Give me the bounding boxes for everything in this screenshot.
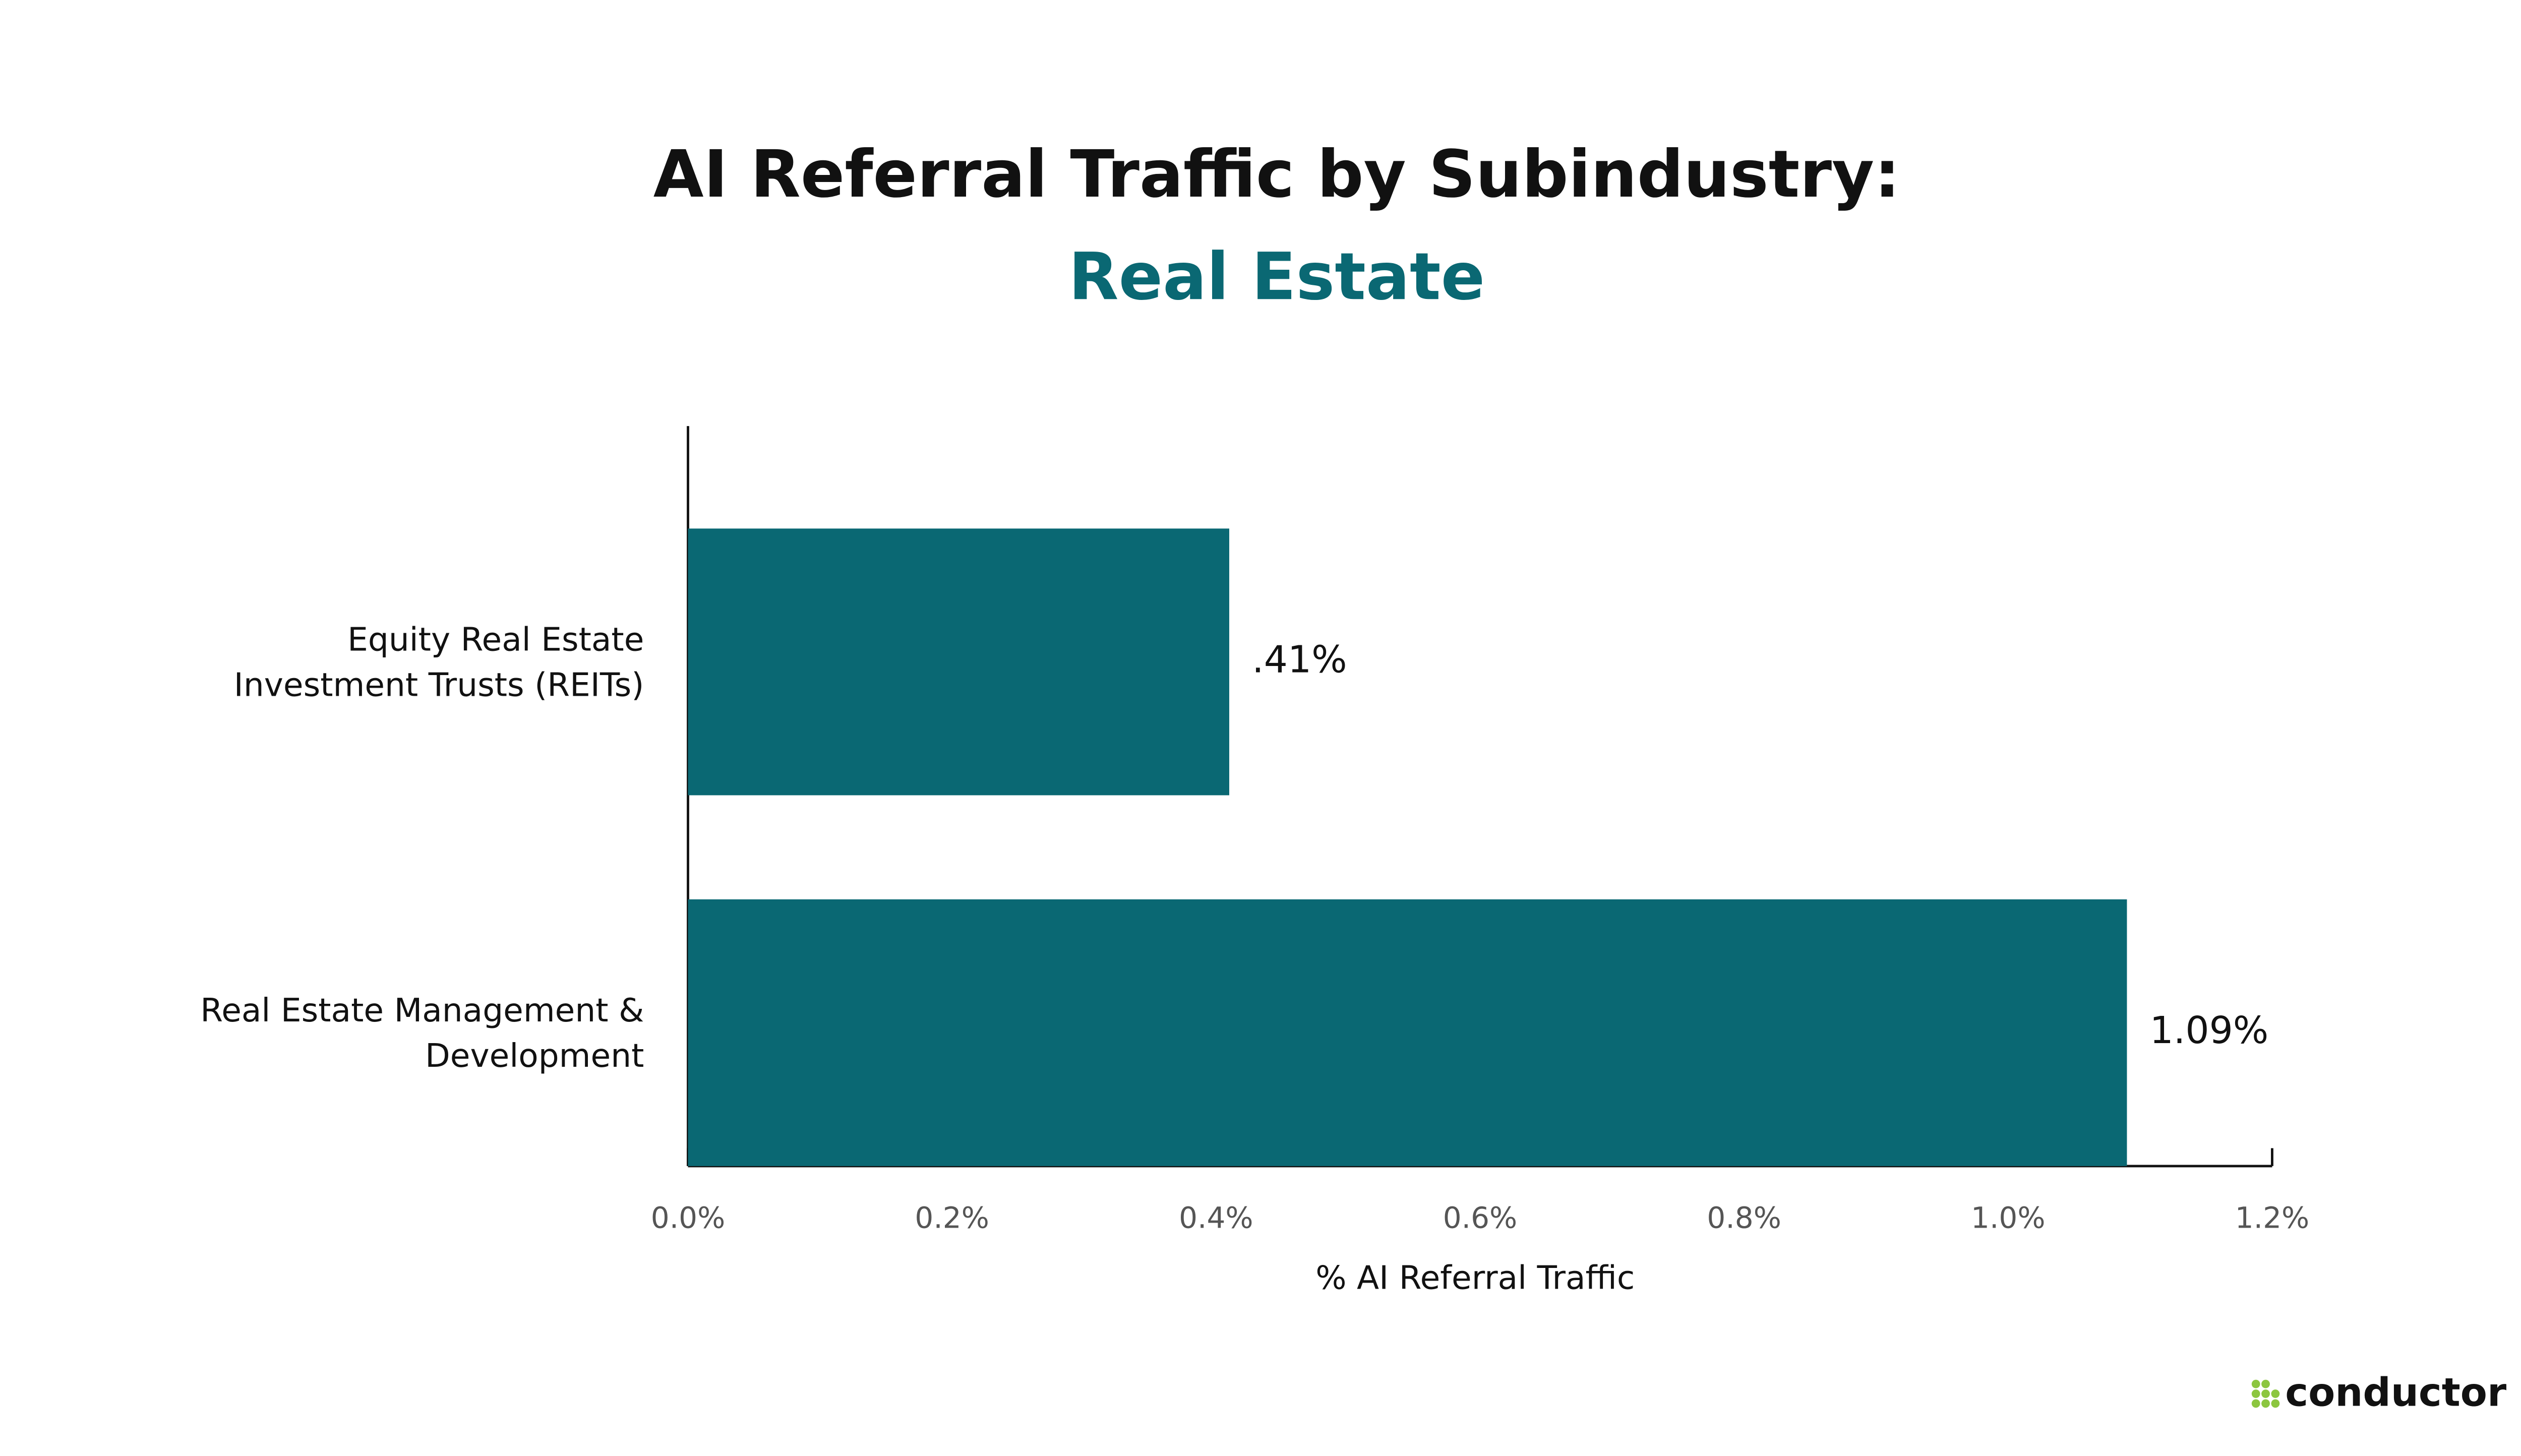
chart-title: AI Referral Traffic by Subindustry: bbox=[653, 137, 1900, 212]
value-label: 1.09% bbox=[2150, 1009, 2269, 1052]
chart-subtitle: Real Estate bbox=[1068, 239, 1485, 315]
y-tick-label: Real Estate Management & Development bbox=[200, 990, 644, 1075]
x-tick-label: 0.6% bbox=[1443, 1200, 1517, 1235]
bar bbox=[688, 528, 1230, 796]
bar bbox=[688, 899, 2127, 1166]
brand-logo-dots bbox=[2251, 1379, 2280, 1408]
x-tick-label: 0.4% bbox=[1179, 1200, 1253, 1235]
x-axis-title: % AI Referral Traffic bbox=[1315, 1259, 1635, 1297]
x-tick-label: 1.0% bbox=[1971, 1200, 2045, 1235]
x-tick-label: 0.2% bbox=[915, 1200, 989, 1235]
value-label: .41% bbox=[1252, 638, 1347, 681]
x-tick-label: 0.8% bbox=[1707, 1200, 1781, 1235]
brand-name: conductor bbox=[2285, 1370, 2506, 1416]
x-tick-label: 0.0% bbox=[651, 1200, 725, 1235]
x-tick-label: 1.2% bbox=[2235, 1200, 2309, 1235]
y-tick-label: Equity Real Estate Investment Trusts (RE… bbox=[233, 620, 644, 704]
